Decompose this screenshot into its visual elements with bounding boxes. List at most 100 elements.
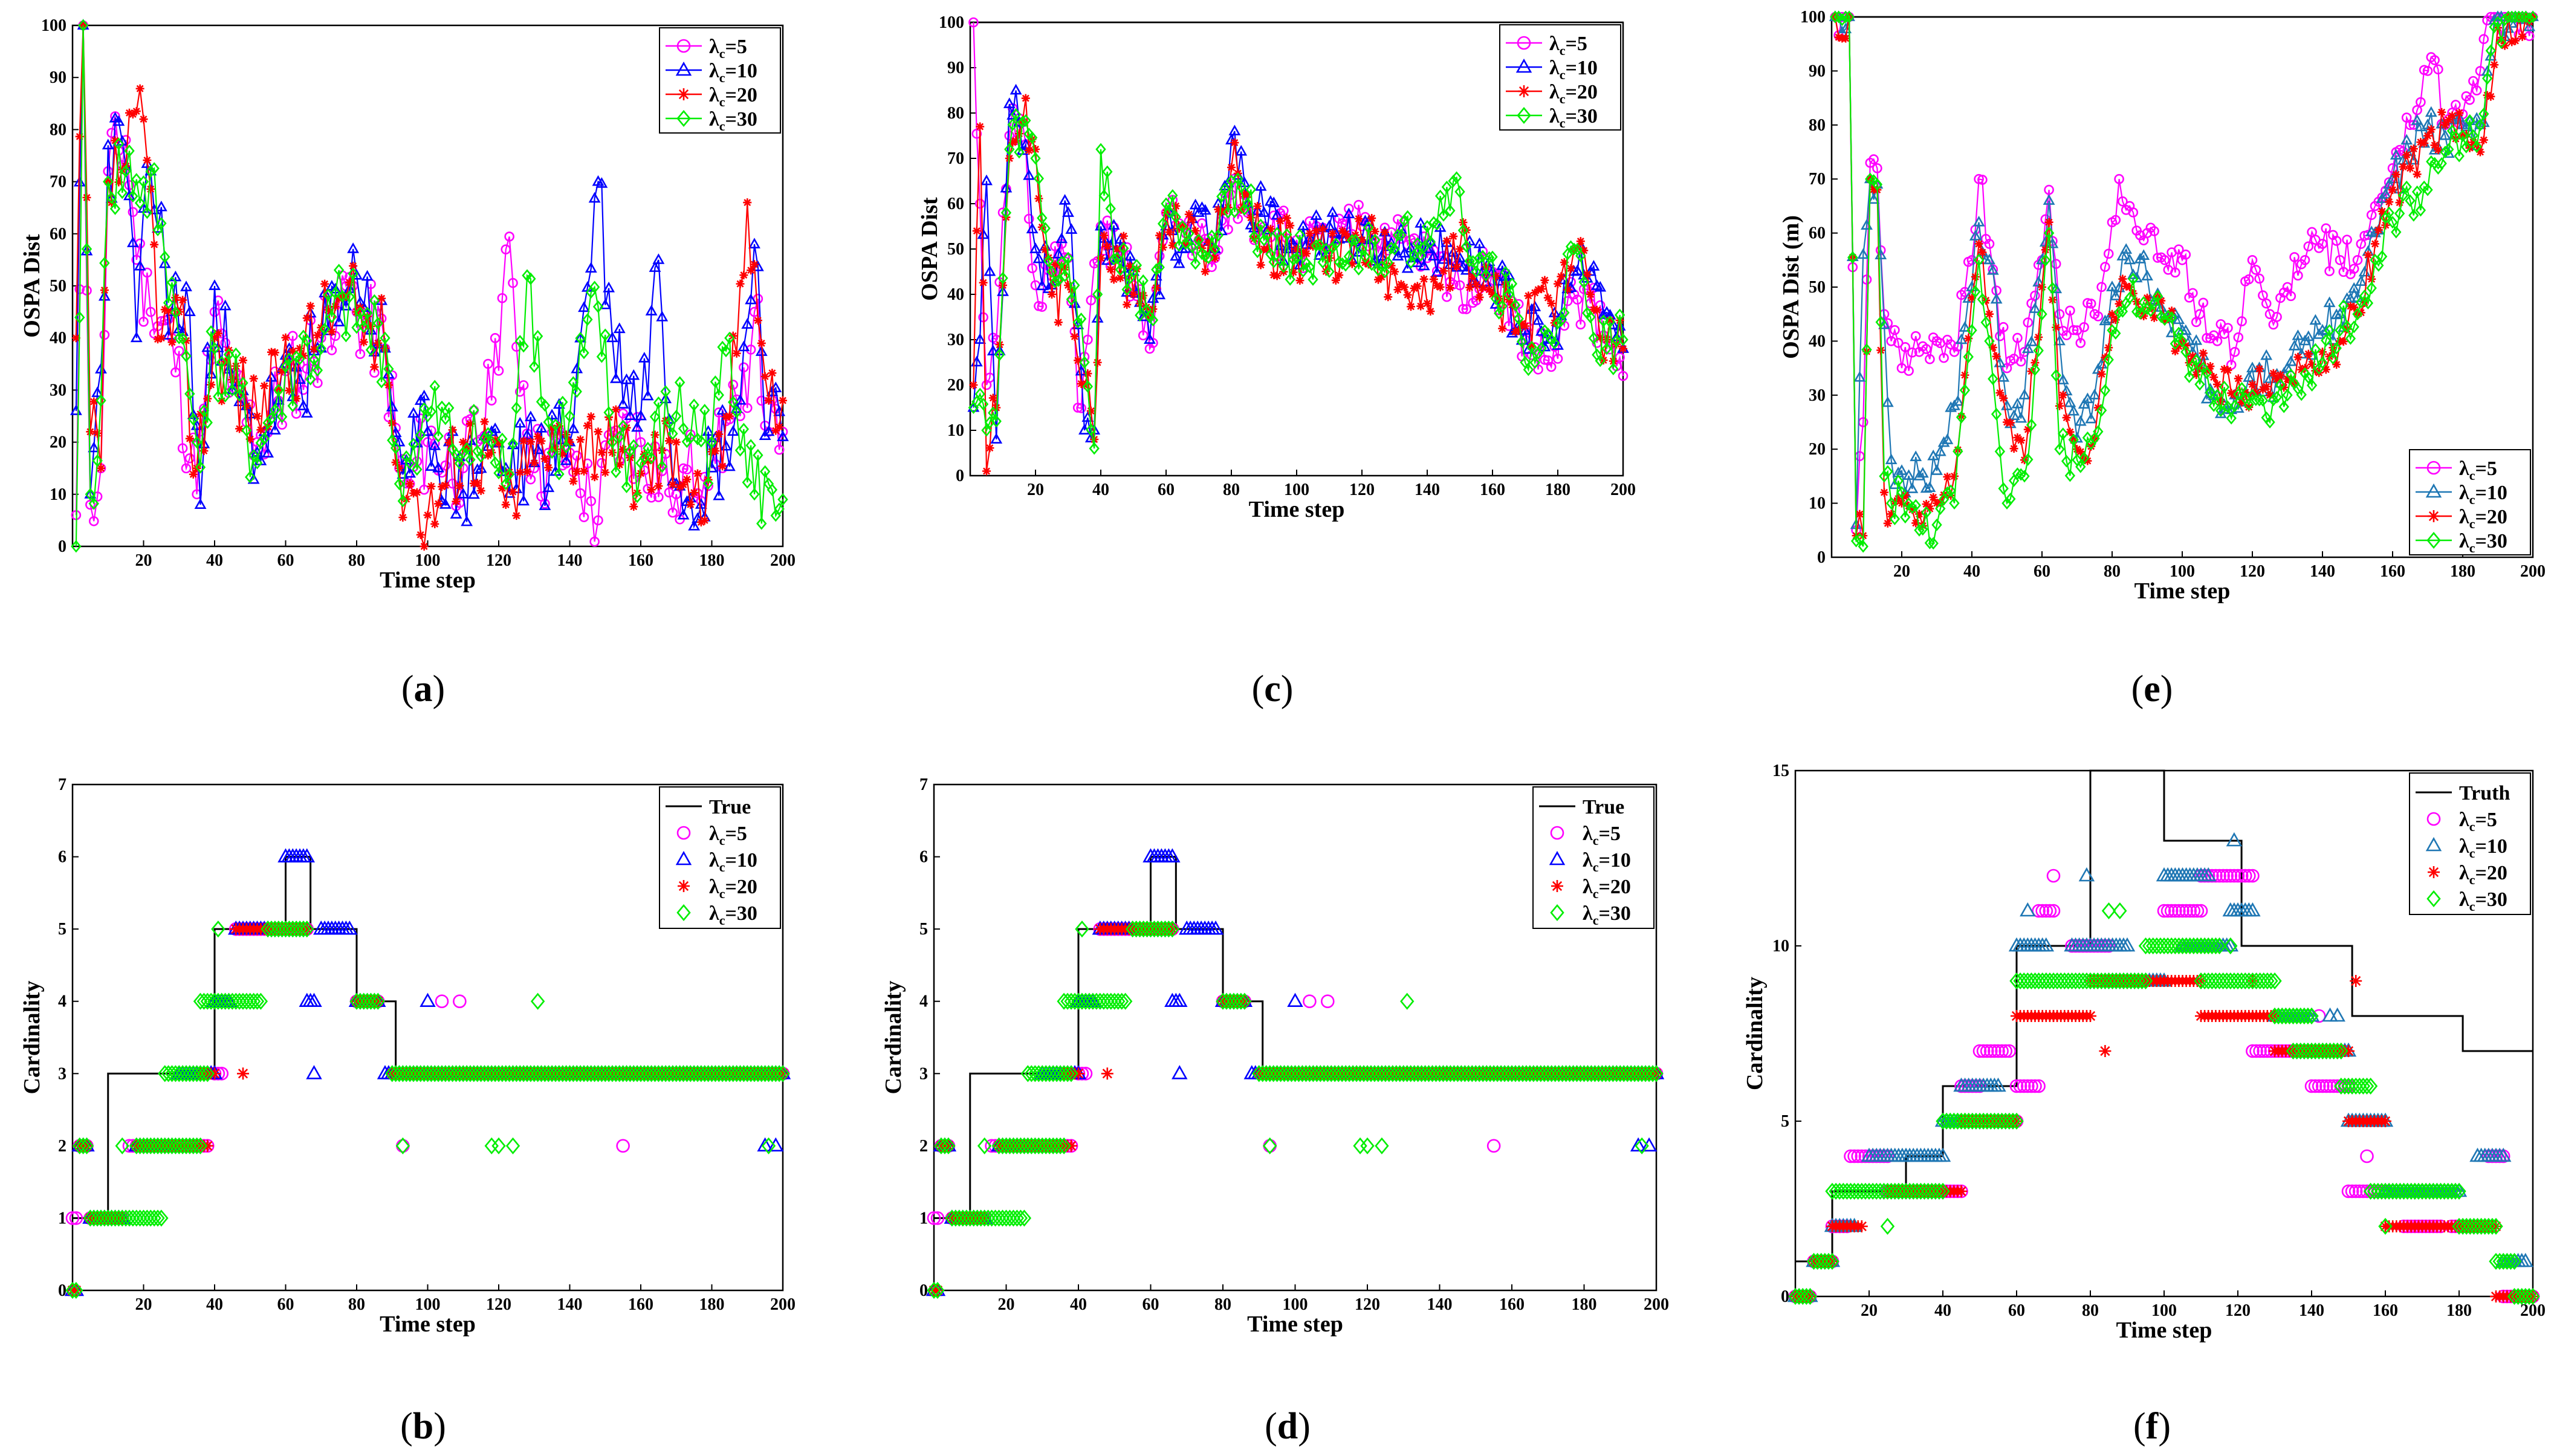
data-point bbox=[88, 497, 99, 510]
data-point bbox=[2517, 10, 2528, 24]
data-point bbox=[1131, 259, 1142, 272]
data-point bbox=[1429, 275, 1438, 284]
data-point bbox=[1258, 206, 1270, 217]
plot-area bbox=[1829, 10, 2539, 553]
data-point bbox=[1256, 260, 1265, 270]
panel-label: (a) bbox=[401, 668, 445, 710]
data-point bbox=[1924, 536, 1936, 549]
data-point bbox=[713, 489, 725, 500]
data-point bbox=[745, 293, 757, 305]
data-point bbox=[2188, 352, 2197, 361]
data-point bbox=[1575, 249, 1586, 262]
data-point bbox=[757, 1137, 773, 1152]
data-point bbox=[2350, 975, 2362, 987]
data-point bbox=[1118, 992, 1133, 1010]
data-point bbox=[2078, 867, 2095, 882]
data-point bbox=[367, 992, 382, 1010]
data-point bbox=[2183, 370, 2195, 383]
data-point bbox=[643, 441, 653, 455]
panel-c: 20 40 60 80 100 120 140 160 180 20001020304050607… bbox=[917, 13, 1636, 710]
data-point bbox=[2345, 1184, 2359, 1199]
data-point bbox=[2005, 493, 2016, 505]
data-point bbox=[2244, 403, 2254, 412]
data-point bbox=[2246, 869, 2260, 883]
legend-label: λc=20 bbox=[709, 876, 757, 901]
data-point bbox=[1533, 364, 1543, 375]
y-tick-label: 1 bbox=[919, 1209, 928, 1228]
data-point bbox=[1164, 205, 1175, 218]
data-point bbox=[1924, 481, 1936, 492]
data-point bbox=[583, 421, 592, 430]
data-point bbox=[617, 419, 629, 433]
data-point bbox=[2244, 902, 2261, 917]
data-point bbox=[1097, 254, 1105, 262]
data-point bbox=[1075, 312, 1087, 325]
data-point bbox=[82, 193, 91, 202]
data-point bbox=[2023, 425, 2032, 434]
data-point bbox=[664, 416, 675, 429]
data-point bbox=[1438, 209, 1449, 222]
data-point bbox=[677, 508, 690, 520]
data-point bbox=[504, 468, 515, 481]
data-point bbox=[2448, 111, 2457, 120]
data-point bbox=[1003, 97, 1016, 108]
data-point bbox=[156, 217, 167, 230]
data-point bbox=[1872, 178, 1883, 191]
data-point bbox=[259, 449, 270, 460]
data-point bbox=[991, 415, 1002, 428]
x-tick-label: 120 bbox=[2240, 562, 2265, 581]
x-tick-label: 140 bbox=[557, 1295, 583, 1314]
data-point bbox=[139, 115, 148, 124]
data-point bbox=[617, 398, 629, 409]
data-point bbox=[2064, 396, 2076, 407]
data-point bbox=[1379, 265, 1390, 279]
data-point bbox=[1991, 1044, 2005, 1058]
data-point bbox=[727, 425, 739, 436]
data-point bbox=[749, 488, 760, 501]
data-point bbox=[2089, 389, 2101, 400]
data-point bbox=[1324, 265, 1335, 278]
data-point bbox=[1454, 185, 1465, 198]
data-point bbox=[1419, 274, 1428, 283]
data-point bbox=[2302, 330, 2315, 341]
legend-item: λc=10 bbox=[666, 60, 757, 85]
data-point bbox=[1595, 354, 1606, 367]
data-point bbox=[603, 406, 614, 419]
data-point bbox=[1155, 231, 1164, 240]
data-point bbox=[2311, 366, 2320, 375]
data-point bbox=[1618, 333, 1629, 346]
data-point bbox=[196, 1065, 212, 1082]
data-point bbox=[592, 300, 604, 313]
data-point bbox=[1878, 318, 1890, 329]
data-point bbox=[1527, 341, 1536, 351]
data-point bbox=[1910, 450, 1922, 461]
data-point bbox=[1243, 190, 1252, 199]
data-point bbox=[1138, 274, 1149, 287]
data-point bbox=[1112, 251, 1123, 265]
data-point bbox=[2038, 283, 2046, 291]
data-point bbox=[1064, 281, 1072, 290]
data-point bbox=[1396, 280, 1405, 289]
data-point bbox=[1025, 146, 1034, 155]
data-point bbox=[2096, 282, 2107, 293]
data-point bbox=[516, 468, 525, 477]
data-point bbox=[2527, 1290, 2539, 1302]
data-point bbox=[1188, 215, 1197, 224]
x-tick-label: 180 bbox=[1545, 480, 1570, 499]
data-point bbox=[86, 427, 95, 436]
data-point bbox=[2485, 44, 2497, 57]
data-point bbox=[1059, 269, 1071, 282]
data-point bbox=[327, 327, 336, 336]
data-point bbox=[420, 992, 436, 1008]
data-point bbox=[621, 480, 632, 493]
data-point bbox=[1269, 270, 1279, 279]
data-point bbox=[1986, 264, 1999, 275]
data-point bbox=[247, 473, 260, 484]
data-point bbox=[1369, 233, 1381, 247]
data-point bbox=[2054, 309, 2065, 320]
data-point bbox=[2025, 335, 2038, 346]
data-point bbox=[300, 921, 314, 938]
x-tick-label: 60 bbox=[2034, 562, 2050, 581]
data-point bbox=[359, 337, 368, 346]
data-point bbox=[458, 446, 468, 459]
